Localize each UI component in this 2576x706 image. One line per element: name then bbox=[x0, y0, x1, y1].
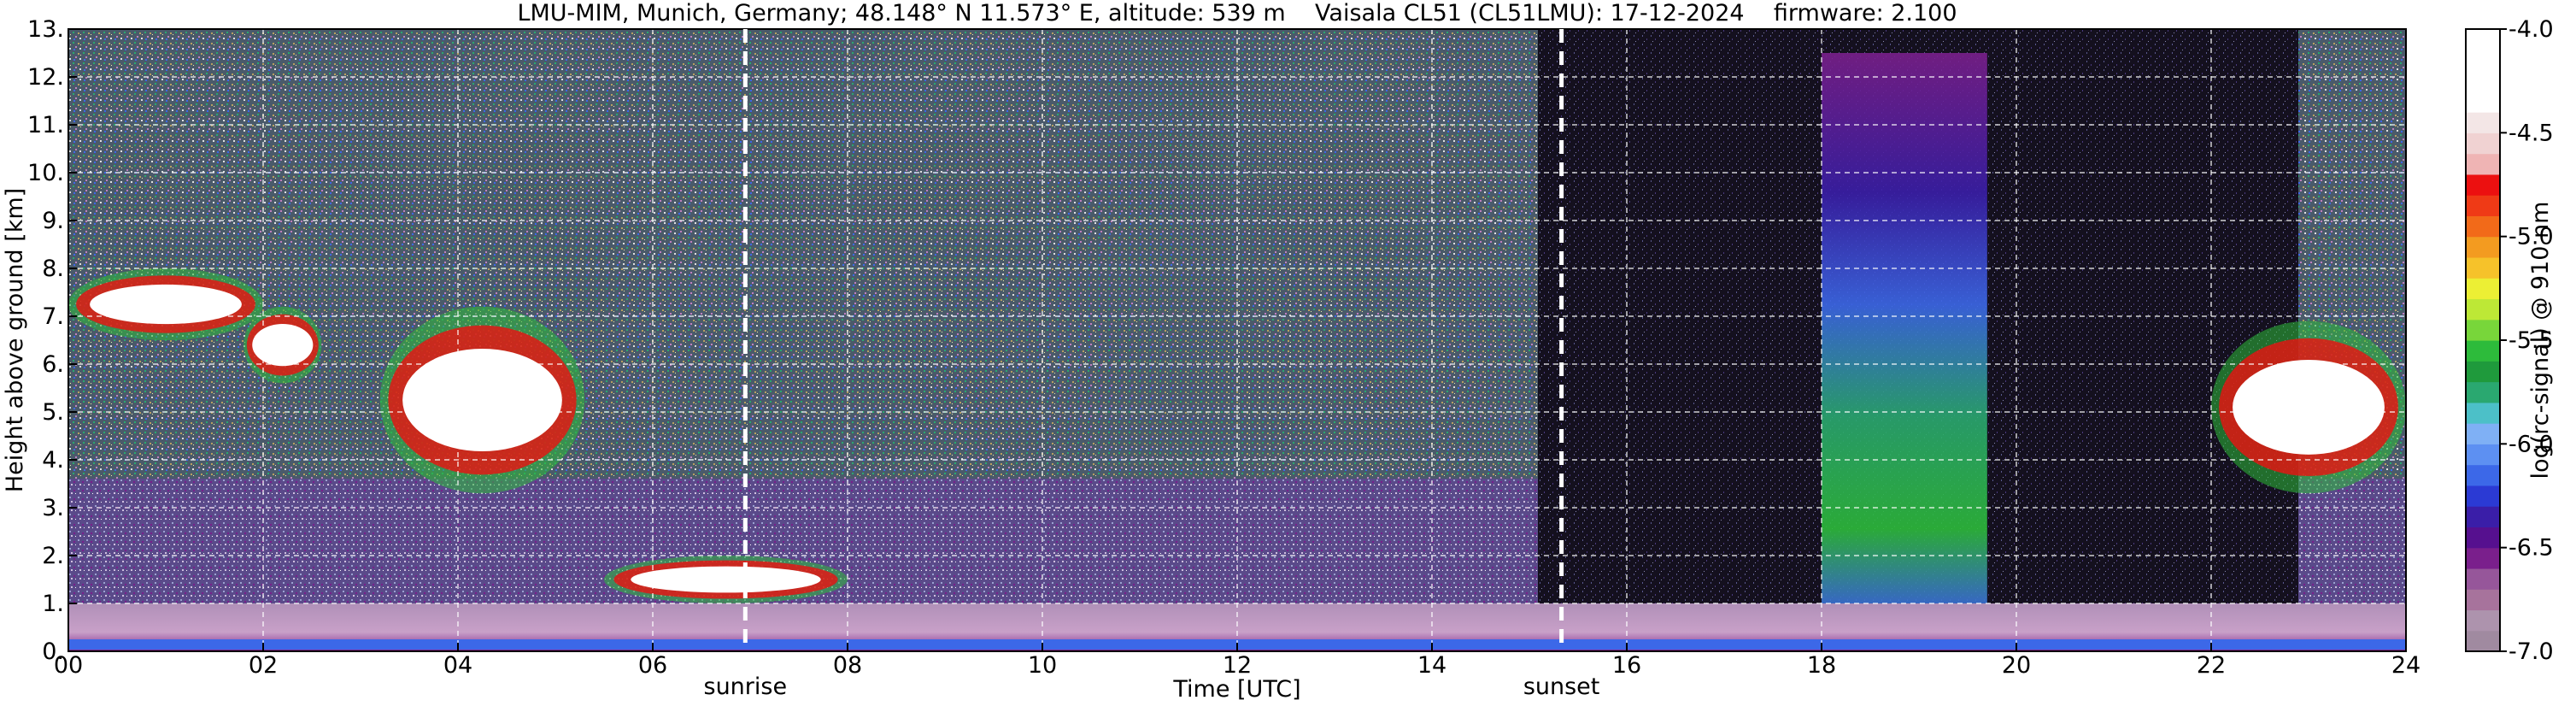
y-tick-label: 9. bbox=[42, 208, 64, 234]
colorbar-label: log(rc-signal) @ 910 nm bbox=[2527, 202, 2554, 479]
colorbar-segment bbox=[2466, 319, 2500, 341]
colorbar-segment bbox=[2466, 298, 2500, 321]
colorbar-segment bbox=[2466, 153, 2500, 175]
colorbar-segment bbox=[2466, 506, 2500, 527]
colorbar-segment bbox=[2466, 444, 2500, 466]
cloud-core-feature bbox=[252, 323, 314, 367]
colorbar-segment bbox=[2466, 195, 2500, 216]
colorbar-segment bbox=[2466, 340, 2500, 362]
y-tick-label: 6. bbox=[42, 351, 64, 378]
cloud-core-feature bbox=[90, 284, 242, 325]
y-tick-label: 7. bbox=[42, 303, 64, 330]
y-tick-label: 11. bbox=[27, 112, 64, 138]
x-tick-label: 16 bbox=[1612, 652, 1641, 679]
colorbar-segment bbox=[2466, 547, 2500, 569]
colorbar-segment bbox=[2466, 174, 2500, 196]
y-axis: 0. 1. 2. 3. 4. 5. 6. 7. 8. 9. 10. 11. 12. 13. bbox=[27, 16, 77, 665]
x-axis: 00 02 04 06 08 10 12 14 16 18 20 22 24 bbox=[54, 643, 2421, 679]
y-tick-label: 3. bbox=[42, 495, 64, 521]
colorbar-segment bbox=[2466, 29, 2500, 50]
colorbar-segment bbox=[2466, 485, 2500, 507]
colorbar-segment bbox=[2466, 609, 2500, 632]
sun-marker-label: sunset bbox=[1523, 674, 1600, 700]
x-tick-label: 08 bbox=[833, 652, 862, 679]
y-tick-label: 10. bbox=[27, 160, 64, 186]
chart-title: LMU-MIM, Munich, Germany; 48.148° N 11.5… bbox=[517, 0, 1957, 26]
x-tick-label: 24 bbox=[2391, 652, 2421, 679]
y-tick-label: 2. bbox=[42, 543, 64, 569]
colorbar-segment bbox=[2466, 132, 2500, 155]
x-axis-label: Time [UTC] bbox=[1172, 676, 1300, 703]
y-tick-label: 4. bbox=[42, 447, 64, 474]
colorbar: -7.0 -6.5 -6.0 -5.5 -5.0 -4.5 -4.0 bbox=[2465, 16, 2554, 665]
colorbar-tick-label: -6.5 bbox=[2509, 535, 2554, 562]
colorbar-segment bbox=[2466, 361, 2500, 383]
colorbar-tick-label: -4.5 bbox=[2509, 120, 2554, 146]
colorbar-segment bbox=[2466, 589, 2500, 611]
x-tick-label: 20 bbox=[2002, 652, 2031, 679]
cloud-core-feature bbox=[631, 566, 821, 593]
colorbar-segment bbox=[2466, 630, 2500, 652]
y-axis-label: Height above ground [km] bbox=[2, 188, 28, 492]
x-tick-label: 22 bbox=[2197, 652, 2226, 679]
colorbar-segment bbox=[2466, 278, 2500, 300]
colorbar-segment bbox=[2466, 50, 2500, 72]
colorbar-tick-label: -5.0 bbox=[2509, 224, 2554, 250]
y-tick-label: 0. bbox=[42, 638, 64, 665]
y-tick-label: 8. bbox=[42, 256, 64, 282]
cloud-core-feature bbox=[402, 348, 562, 452]
y-tick-label: 13. bbox=[27, 16, 64, 43]
grid-layer bbox=[68, 29, 2406, 651]
y-tick-label: 1. bbox=[42, 591, 64, 617]
x-tick-label: 18 bbox=[1807, 652, 1836, 679]
colorbar-segment bbox=[2466, 464, 2500, 486]
colorbar-segment bbox=[2466, 381, 2500, 403]
colorbar-segment bbox=[2466, 256, 2500, 279]
colorbar-tick-label: -7.0 bbox=[2509, 638, 2554, 665]
colorbar-tick-label: -5.5 bbox=[2509, 327, 2554, 354]
colorbar-segment bbox=[2466, 91, 2500, 113]
x-tick-label: 02 bbox=[249, 652, 278, 679]
plot-area bbox=[68, 29, 2406, 651]
x-tick-label: 00 bbox=[54, 652, 83, 679]
colorbar-segment bbox=[2466, 236, 2500, 258]
y-tick-label: 5. bbox=[42, 399, 64, 426]
colorbar-segment bbox=[2466, 568, 2500, 590]
x-tick-label: 12 bbox=[1223, 652, 1252, 679]
y-tick-label: 12. bbox=[27, 64, 64, 91]
cloud-core-feature bbox=[2233, 359, 2385, 455]
x-tick-label: 14 bbox=[1417, 652, 1446, 679]
colorbar-segment bbox=[2466, 402, 2500, 424]
colorbar-segment bbox=[2466, 527, 2500, 549]
aerosol-plume-feature bbox=[1822, 53, 1987, 614]
sun-markers: sunrise sunset bbox=[704, 29, 1600, 700]
colorbar-segment bbox=[2466, 423, 2500, 444]
colorbar-tick-label: -6.0 bbox=[2509, 431, 2554, 457]
x-tick-label: 10 bbox=[1028, 652, 1057, 679]
x-tick-label: 04 bbox=[443, 652, 472, 679]
colorbar-tick-label: -4.0 bbox=[2509, 16, 2554, 43]
sun-marker-label: sunrise bbox=[704, 674, 788, 700]
x-tick-label: 06 bbox=[638, 652, 667, 679]
colorbar-segment bbox=[2466, 215, 2500, 238]
colorbar-segment bbox=[2466, 70, 2500, 92]
colorbar-segment bbox=[2466, 112, 2500, 133]
